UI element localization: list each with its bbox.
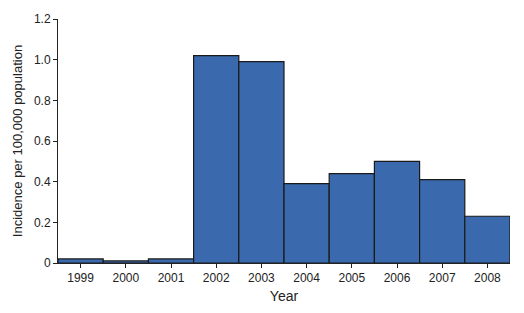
svg-text:0: 0 (44, 256, 51, 270)
svg-text:0.2: 0.2 (34, 216, 51, 230)
svg-text:2003: 2003 (248, 271, 275, 285)
svg-text:0.4: 0.4 (34, 175, 51, 189)
svg-text:Incidence per 100,000 populati: Incidence per 100,000 population (10, 45, 25, 237)
svg-text:1999: 1999 (67, 271, 94, 285)
svg-text:1.2: 1.2 (34, 12, 51, 26)
svg-text:Year: Year (270, 288, 299, 304)
svg-text:1.0: 1.0 (34, 53, 51, 67)
svg-text:2000: 2000 (112, 271, 139, 285)
svg-text:2008: 2008 (474, 271, 501, 285)
svg-text:2005: 2005 (338, 271, 365, 285)
svg-text:2004: 2004 (293, 271, 320, 285)
svg-text:2001: 2001 (158, 271, 185, 285)
svg-text:2006: 2006 (384, 271, 411, 285)
svg-text:2002: 2002 (203, 271, 230, 285)
svg-text:2007: 2007 (429, 271, 456, 285)
svg-text:0.8: 0.8 (34, 94, 51, 108)
svg-text:0.6: 0.6 (34, 134, 51, 148)
